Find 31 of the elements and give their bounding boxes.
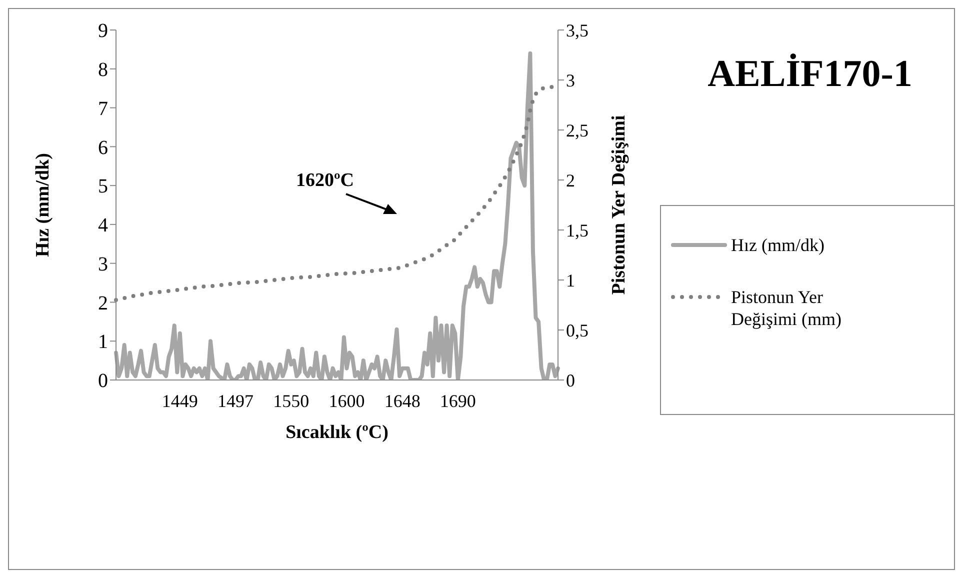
y2-tick-label: 2 [566, 170, 575, 190]
y-tick-label: 1 [98, 331, 108, 354]
text: AELİF170-1 [706, 52, 914, 96]
y2-tick-label: 1 [566, 270, 575, 290]
legend-label: Hız (mm/dk) [731, 234, 826, 256]
y2-tick-label: 2,5 [566, 120, 588, 140]
y-tick-label: 7 [98, 98, 108, 120]
y2-tick-label: 0,5 [566, 320, 588, 340]
x-tick-label: 1449 [162, 390, 198, 411]
x-axis-title: Sıcaklık (ºC) [286, 422, 388, 443]
y-tick-label: 0 [98, 370, 108, 392]
y-axis-title: Hız (mm/dk) [32, 153, 54, 257]
y2-tick-label: 3 [566, 70, 575, 90]
y-tick-label: 2 [98, 292, 108, 314]
x-tick-label: 1550 [273, 390, 310, 411]
x-tick-label: 1600 [328, 390, 365, 411]
x-tick-label: 1648 [384, 390, 420, 411]
y2-tick-label: 3,5 [566, 20, 588, 40]
y2-tick-label: 1,5 [566, 220, 588, 240]
y-tick-label: 3 [98, 253, 108, 276]
y-tick-label: 5 [98, 176, 108, 198]
y2-axis-title: Pistonun Yer Değişimi [608, 115, 630, 295]
legend-label: Pistonun Yer Değişimi (mm) [731, 286, 842, 330]
y-tick-label: 9 [98, 20, 108, 42]
y-tick-label: 8 [98, 58, 108, 81]
x-tick-label: 1497 [218, 390, 254, 411]
y-tick-label: 4 [98, 214, 108, 237]
y2-tick-label: 0 [566, 370, 575, 390]
x-tick-label: 1690 [440, 390, 476, 411]
annotation: 1620ºC [296, 170, 354, 192]
y-tick-label: 6 [98, 136, 108, 159]
